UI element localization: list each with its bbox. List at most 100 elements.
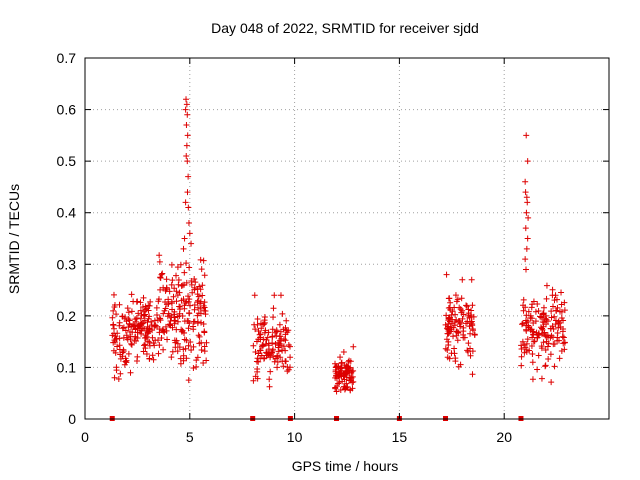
data-point — [251, 321, 258, 328]
data-point — [442, 345, 449, 352]
data-point — [199, 292, 206, 299]
data-point — [530, 331, 537, 338]
data-point — [151, 323, 158, 330]
data-point — [459, 276, 466, 283]
data-point — [142, 303, 149, 310]
data-point — [534, 366, 541, 373]
data-point — [185, 318, 192, 325]
data-point — [340, 383, 347, 390]
data-point — [194, 286, 201, 293]
data-point — [174, 340, 181, 347]
data-point — [169, 277, 176, 284]
data-point — [156, 325, 163, 332]
data-point — [530, 319, 537, 326]
data-point — [274, 364, 281, 371]
data-point — [273, 332, 280, 339]
data-point — [171, 285, 178, 292]
y-tick-label: 0.4 — [57, 205, 77, 221]
data-point — [529, 350, 536, 357]
data-point — [155, 296, 162, 303]
data-point — [162, 287, 169, 294]
data-point — [266, 376, 273, 383]
data-point — [176, 289, 183, 296]
data-point — [471, 332, 478, 339]
data-point — [536, 331, 543, 338]
data-point — [535, 332, 542, 339]
data-point — [543, 282, 550, 289]
data-point — [157, 286, 164, 293]
data-point — [271, 358, 278, 365]
y-tick-label: 0.2 — [57, 308, 77, 324]
data-point — [257, 336, 264, 343]
y-tick-label: 0.6 — [57, 102, 77, 118]
data-point — [545, 340, 552, 347]
data-point — [519, 321, 526, 328]
data-point — [277, 328, 284, 335]
data-point — [333, 388, 340, 395]
data-point — [189, 289, 196, 296]
data-point — [523, 340, 530, 347]
data-point — [347, 387, 354, 394]
x-axis-label: GPS time / hours — [292, 458, 399, 474]
data-point — [277, 292, 284, 299]
data-point — [185, 342, 192, 349]
data-point — [194, 291, 201, 298]
data-point — [194, 312, 201, 319]
data-point — [116, 335, 123, 342]
data-point — [558, 289, 565, 296]
data-point — [526, 347, 533, 354]
data-point — [523, 312, 530, 319]
x-tick-label: 10 — [287, 429, 303, 445]
data-point — [468, 319, 475, 326]
data-point — [252, 373, 259, 380]
data-point — [141, 308, 148, 315]
data-point — [179, 327, 186, 334]
data-point — [125, 323, 132, 330]
data-point — [542, 362, 549, 369]
data-point — [163, 327, 170, 334]
data-point — [263, 337, 270, 344]
data-point — [185, 325, 192, 332]
data-point — [138, 330, 145, 337]
data-point — [555, 318, 562, 325]
data-point — [168, 298, 175, 305]
data-point — [185, 173, 192, 180]
data-point — [119, 325, 126, 332]
data-point — [337, 354, 344, 361]
data-point — [137, 307, 144, 314]
data-point — [178, 328, 185, 335]
data-point — [201, 299, 208, 306]
y-tick-label: 0 — [68, 411, 76, 427]
data-point — [202, 311, 209, 318]
data-point — [469, 320, 476, 327]
data-point — [532, 308, 539, 315]
data-point — [350, 343, 357, 350]
y-tick-labels: 0 0.1 0.2 0.3 0.4 0.5 0.6 0.7 — [57, 50, 77, 427]
data-point — [339, 378, 346, 385]
data-point — [141, 342, 148, 349]
data-point — [145, 307, 152, 314]
data-point — [539, 319, 546, 326]
data-point — [187, 338, 194, 345]
data-point — [551, 340, 558, 347]
data-point — [466, 314, 473, 321]
data-point — [525, 322, 532, 329]
data-point — [549, 286, 556, 293]
data-point — [198, 319, 205, 326]
data-point — [272, 329, 279, 336]
data-point — [469, 371, 476, 378]
data-point — [547, 351, 554, 358]
data-point — [285, 341, 292, 348]
data-point — [556, 319, 563, 326]
data-point — [551, 297, 558, 304]
data-point — [199, 282, 206, 289]
data-point — [198, 347, 205, 354]
data-point — [143, 333, 150, 340]
data-point — [142, 341, 149, 348]
data-point — [168, 281, 175, 288]
data-point — [543, 316, 550, 323]
data-point — [283, 327, 290, 334]
data-point — [188, 277, 195, 284]
data-point — [445, 323, 452, 330]
